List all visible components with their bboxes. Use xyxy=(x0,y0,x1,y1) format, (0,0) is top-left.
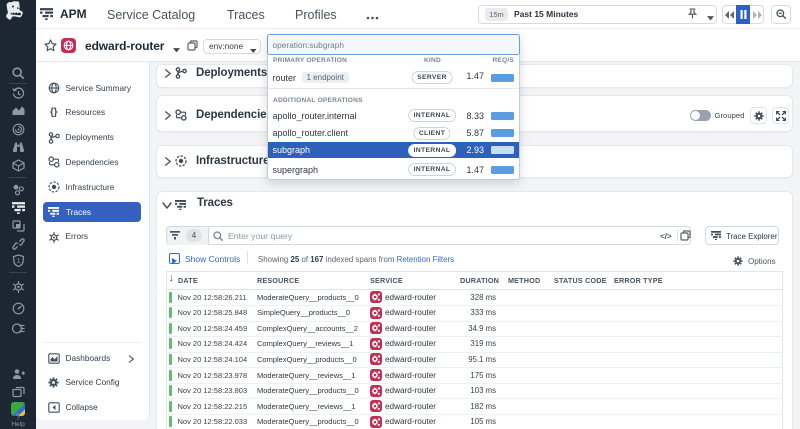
svg-text:1: 1 xyxy=(16,258,20,265)
